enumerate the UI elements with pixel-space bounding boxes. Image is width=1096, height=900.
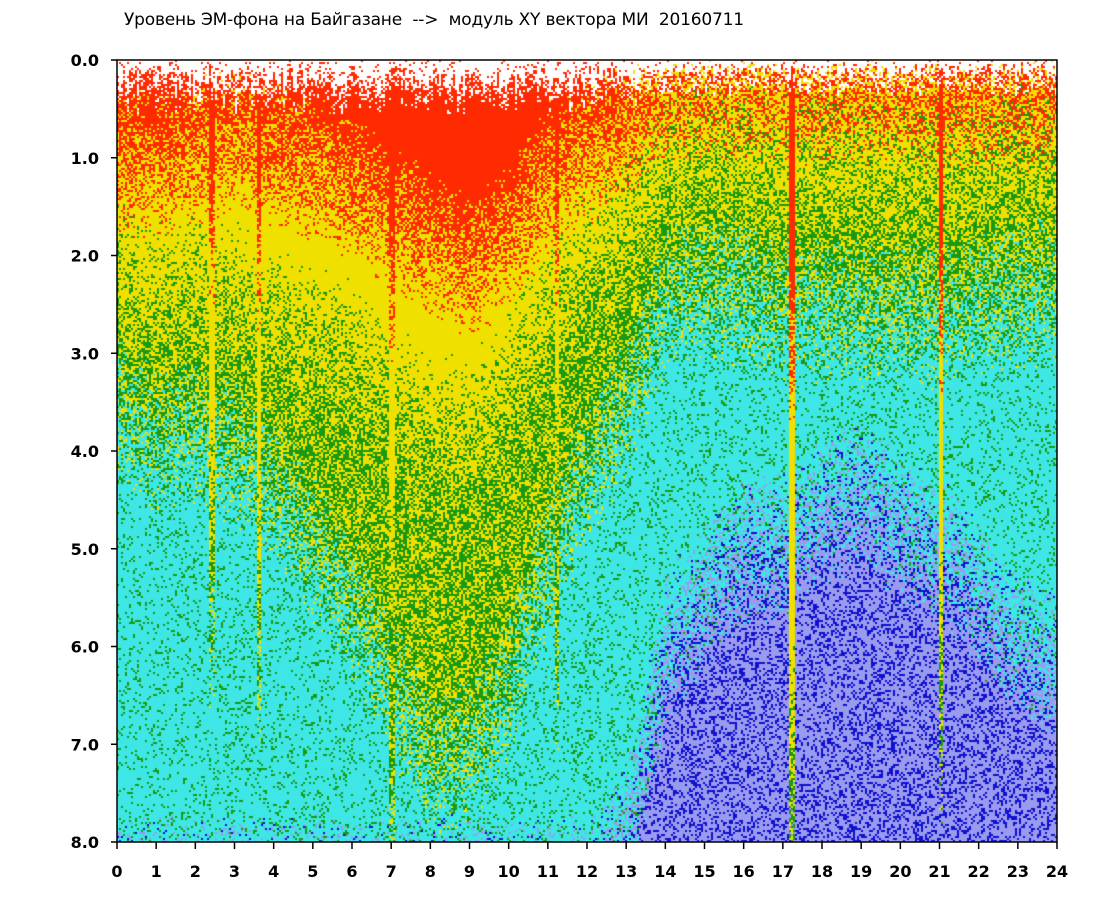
x-tick-label: 23 [1007, 862, 1029, 881]
y-tick-label: 2.0 [71, 247, 99, 266]
y-tick-label: 8.0 [71, 833, 99, 852]
y-tick-label: 5.0 [71, 540, 99, 559]
x-tick-label: 14 [654, 862, 676, 881]
x-tick-label: 17 [772, 862, 794, 881]
y-tick-label: 4.0 [71, 442, 99, 461]
x-tick-label: 13 [615, 862, 637, 881]
x-tick-label: 2 [190, 862, 201, 881]
x-tick-label: 8 [425, 862, 436, 881]
x-tick-label: 15 [693, 862, 715, 881]
x-tick-label: 3 [229, 862, 240, 881]
x-tick-label: 5 [307, 862, 318, 881]
y-tick-label: 6.0 [71, 638, 99, 657]
x-tick-label: 11 [537, 862, 559, 881]
x-tick-label: 4 [268, 862, 279, 881]
x-tick-label: 22 [968, 862, 990, 881]
y-tick-label: 1.0 [71, 149, 99, 168]
x-tick-label: 24 [1046, 862, 1068, 881]
y-axis: 0.0 1.0 2.0 3.0 4.0 5.0 6.0 7.0 8.0 [71, 51, 117, 852]
x-tick-label: 12 [576, 862, 598, 881]
x-tick-label: 20 [889, 862, 911, 881]
x-tick-label: 10 [498, 862, 520, 881]
y-tick-label: 0.0 [71, 51, 99, 70]
x-tick-label: 9 [464, 862, 475, 881]
x-tick-label: 7 [386, 862, 397, 881]
heatmap-layer [117, 60, 1057, 842]
y-tick-label: 3.0 [71, 344, 99, 363]
x-tick-label: 18 [811, 862, 833, 881]
x-tick-label: 1 [151, 862, 162, 881]
x-tick-label: 21 [928, 862, 950, 881]
x-axis: 0 1 2 3 4 5 6 7 8 9 10 11 12 13 14 15 16 17 18 19 20 21 22 23 24 [111, 842, 1068, 881]
chart-title: Уровень ЭМ-фона на Байгазане --> модуль … [124, 10, 744, 30]
x-tick-label: 0 [111, 862, 122, 881]
y-tick-label: 7.0 [71, 735, 99, 754]
heatmap-cells [117, 60, 1057, 842]
x-tick-label: 19 [850, 862, 872, 881]
x-tick-label: 16 [733, 862, 755, 881]
x-tick-label: 6 [346, 862, 357, 881]
